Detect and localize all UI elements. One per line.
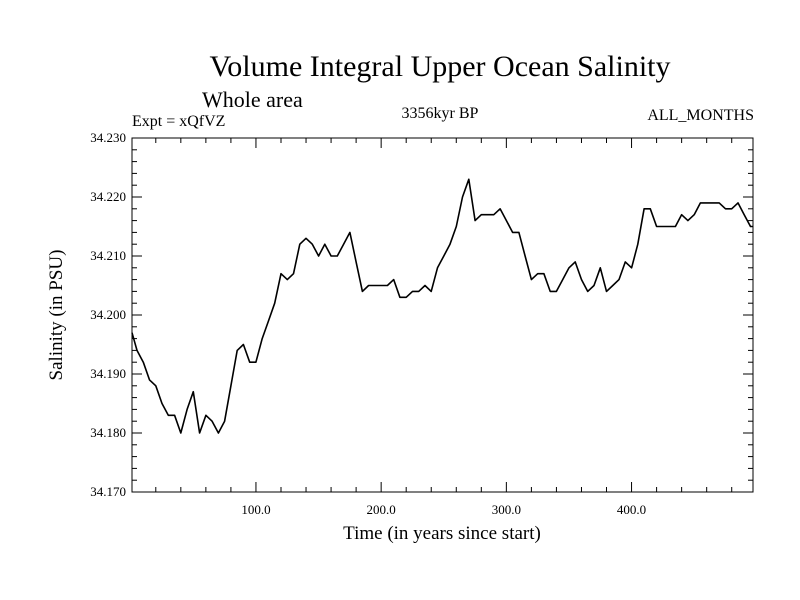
x-tick-label: 400.0: [617, 502, 646, 517]
x-tick-label: 100.0: [241, 502, 270, 517]
y-tick-label: 34.180: [90, 425, 126, 440]
x-axis-ticks: 100.0 200.0 300.0 400.0: [155, 138, 733, 517]
y-tick-label: 34.220: [90, 189, 126, 204]
chart-title: Volume Integral Upper Ocean Salinity: [209, 50, 671, 83]
x-axis-label: Time (in years since start): [343, 523, 541, 544]
experiment-label: Expt = xQfVZ: [132, 113, 226, 130]
plot-frame: [131, 137, 754, 493]
months-label: ALL_MONTHS: [647, 107, 754, 124]
y-tick-label: 34.190: [90, 366, 126, 381]
y-tick-label: 34.230: [90, 130, 126, 145]
salinity-series-line: [131, 178, 753, 434]
y-tick-label: 34.200: [90, 307, 126, 322]
y-tick-label: 34.210: [90, 248, 126, 263]
x-tick-label: 200.0: [367, 502, 396, 517]
y-axis-ticks: 34.170 34.180 34.190 34.200 34.210 34.220 34.2…: [90, 130, 753, 499]
x-tick-label: 300.0: [492, 502, 521, 517]
chart-subtitle: Whole area: [202, 87, 303, 112]
period-label: 3356kyr BP: [401, 105, 479, 122]
y-tick-label: 34.170: [90, 484, 126, 499]
